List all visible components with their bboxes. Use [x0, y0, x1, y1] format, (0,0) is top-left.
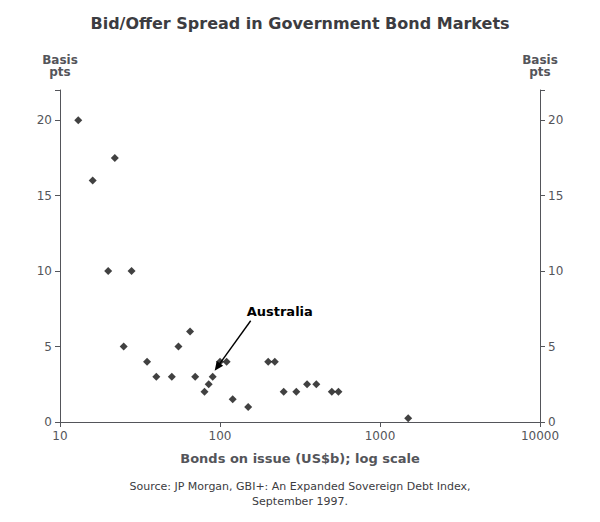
- svg-text:0: 0: [548, 415, 556, 429]
- svg-text:10000: 10000: [521, 429, 559, 443]
- svg-text:10: 10: [37, 264, 52, 278]
- svg-text:pts: pts: [49, 65, 70, 79]
- svg-text:20: 20: [37, 113, 52, 127]
- svg-text:Bonds on issue (US$b); log sca: Bonds on issue (US$b); log scale: [180, 451, 420, 466]
- svg-text:10: 10: [548, 264, 563, 278]
- svg-text:100: 100: [209, 429, 232, 443]
- svg-text:Bid/Offer Spread in Government: Bid/Offer Spread in Government Bond Mark…: [90, 14, 509, 33]
- svg-text:Australia: Australia: [247, 304, 313, 319]
- svg-text:5: 5: [44, 340, 52, 354]
- svg-text:Source: JP Morgan, GBI+: An Ex: Source: JP Morgan, GBI+: An Expanded Sov…: [129, 480, 470, 493]
- svg-text:15: 15: [37, 189, 52, 203]
- svg-text:5: 5: [548, 340, 556, 354]
- svg-text:15: 15: [548, 189, 563, 203]
- svg-text:1000: 1000: [365, 429, 396, 443]
- svg-text:10: 10: [52, 429, 67, 443]
- svg-text:0: 0: [44, 415, 52, 429]
- svg-text:pts: pts: [529, 65, 550, 79]
- svg-text:September 1997.: September 1997.: [252, 495, 348, 508]
- svg-text:Basis: Basis: [522, 53, 558, 67]
- svg-text:Basis: Basis: [42, 53, 78, 67]
- svg-text:20: 20: [548, 113, 563, 127]
